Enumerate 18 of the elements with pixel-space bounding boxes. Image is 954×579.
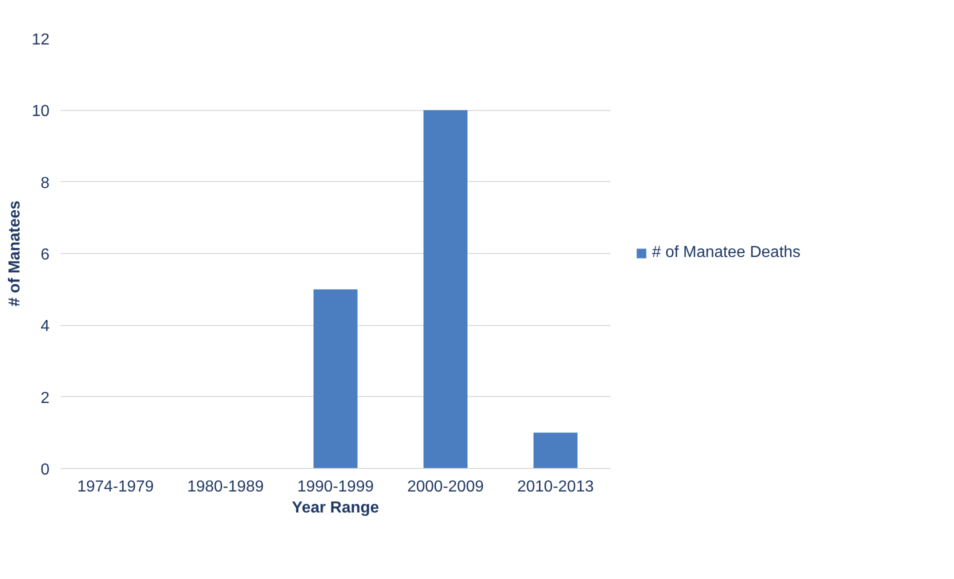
x-tick-label: 2000-2009 — [407, 478, 484, 496]
y-tick-label: 4 — [40, 318, 50, 336]
y-tick-label: 8 — [40, 174, 50, 192]
bar — [534, 432, 578, 468]
bar — [424, 110, 468, 468]
y-axis-title: # of Manatees — [6, 200, 24, 306]
x-axis-title: Year Range — [292, 500, 380, 516]
y-tick-label: 10 — [32, 103, 50, 120]
legend-label: # of Manatee Deaths — [652, 244, 801, 262]
bar — [314, 289, 358, 468]
y-tick-label: 2 — [40, 390, 50, 407]
y-tick-label: 0 — [40, 462, 50, 478]
x-tick-label: 1974-1979 — [77, 478, 154, 496]
x-tick-label: 2010-2013 — [517, 478, 594, 496]
y-tick-label: 12 — [32, 32, 50, 48]
x-tick-label: 1990-1999 — [297, 478, 374, 496]
x-tick-label: 1980-1989 — [187, 478, 264, 496]
y-tick-label: 6 — [40, 246, 50, 264]
